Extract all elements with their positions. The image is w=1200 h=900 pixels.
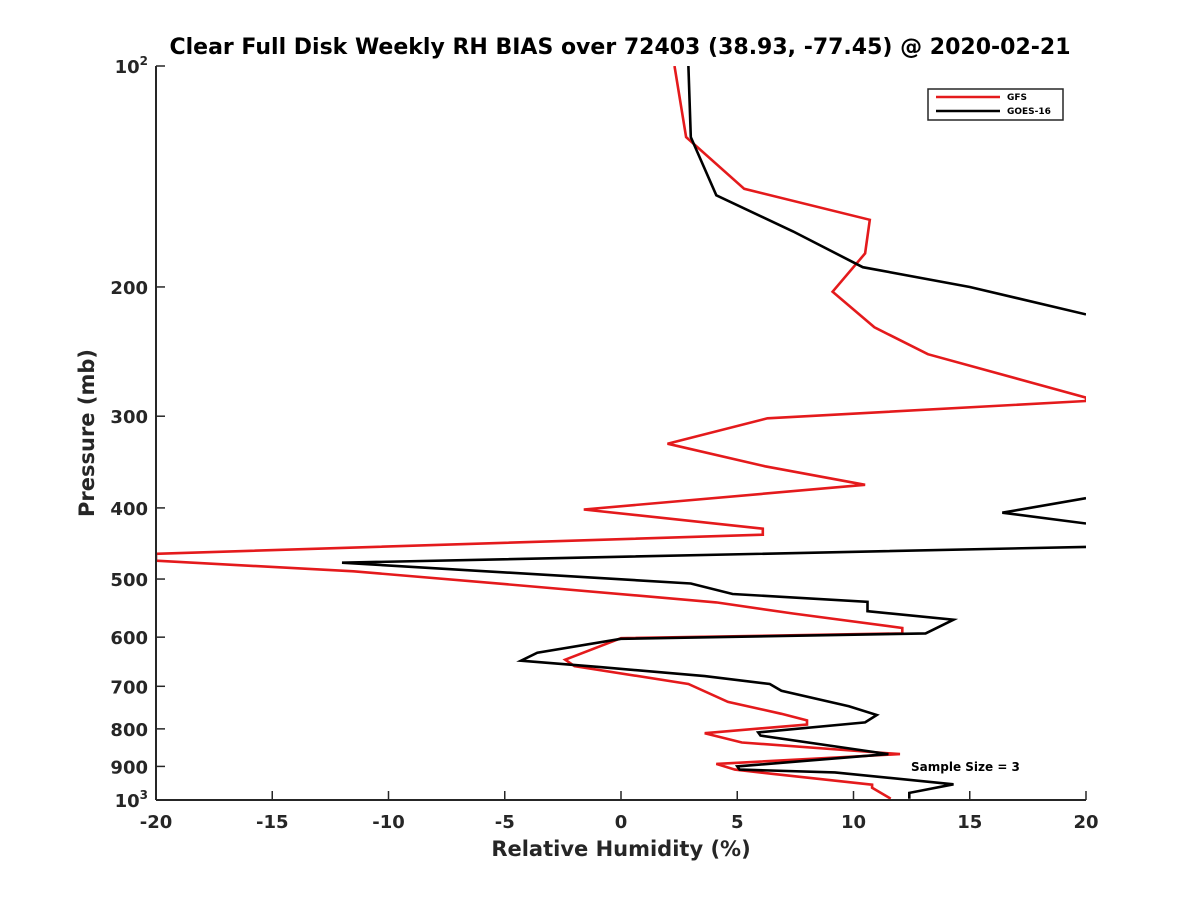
y-tick-label: 103 <box>115 788 148 812</box>
series-line-gfs <box>156 66 1086 800</box>
y-tick-base: 10 <box>115 791 140 812</box>
y-tick-exponent: 3 <box>140 788 148 802</box>
x-tick-label: 20 <box>1073 812 1098 833</box>
x-tick-label: -20 <box>140 812 173 833</box>
y-tick-label: 300 <box>110 407 148 428</box>
y-tick-label: 400 <box>110 499 148 520</box>
legend: GFS GOES-16 <box>927 88 1064 121</box>
legend-label: GOES-16 <box>1007 107 1051 117</box>
legend-box <box>927 88 1064 121</box>
x-tick-label: -10 <box>372 812 405 833</box>
chart-title: Clear Full Disk Weekly RH BIAS over 7240… <box>169 35 1070 60</box>
legend-label: GFS <box>1007 93 1027 103</box>
x-tick-label: -15 <box>256 812 289 833</box>
x-tick-label: 0 <box>615 812 628 833</box>
y-tick-label: 500 <box>110 570 148 591</box>
y-tick-label: 800 <box>110 720 148 741</box>
y-tick-label: 700 <box>110 677 148 698</box>
series-layer <box>156 66 1086 800</box>
x-tick-label: 5 <box>731 812 744 833</box>
x-axis-label: Relative Humidity (%) <box>491 837 750 861</box>
axes <box>155 66 1086 801</box>
y-tick-label: 200 <box>110 278 148 299</box>
x-ticks: -20 -15 -10 -5 0 5 10 15 20 <box>140 791 1099 833</box>
y-tick-label: 600 <box>110 628 148 649</box>
series-line-goes-16 <box>341 66 1086 799</box>
x-tick-label: 10 <box>841 812 866 833</box>
x-tick-label: -5 <box>495 812 515 833</box>
sample-size-annotation: Sample Size = 3 <box>911 760 1020 774</box>
x-tick-label: 15 <box>957 812 982 833</box>
y-tick-base: 10 <box>115 57 140 78</box>
y-tick-exponent: 2 <box>140 54 148 68</box>
y-tick-label: 102 <box>115 54 148 78</box>
y-tick-label: 900 <box>110 757 148 778</box>
y-axis-label: Pressure (mb) <box>75 349 99 517</box>
